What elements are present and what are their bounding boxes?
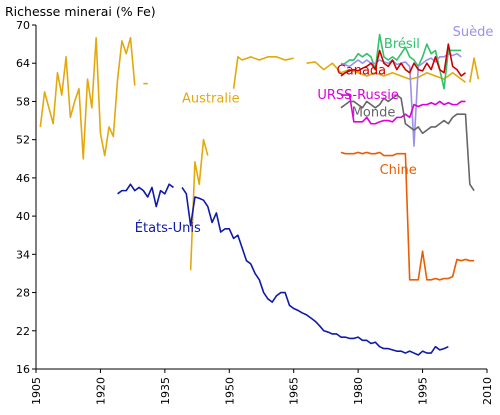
series-label-bresil: Brésil [384,37,420,52]
y-tick-label: 16 [16,363,30,376]
x-tick-label: 1920 [94,377,107,405]
series-label-monde: Monde [352,106,396,121]
series-canada [340,43,466,77]
series-line-segment [39,36,136,160]
y-axis-title: Richesse minerai (% Fe) [5,4,156,19]
series-label-chine: Chine [380,163,417,178]
x-tick-label: 1935 [159,377,172,405]
series-line-segment [340,151,475,281]
series-line-segment [340,33,462,90]
series-label-etats-unis: États-Unis [135,220,201,236]
x-tick-label: 2010 [481,377,494,405]
series-line-segment [189,138,209,271]
series-line-segment [340,43,466,77]
y-tick-label: 40 [16,210,30,223]
y-tick-label: 28 [16,287,30,300]
series-monde [340,94,475,192]
x-axis-ticks: 1905 1920 1935 1950 1965 1980 1995 2010 [30,369,494,405]
series-line-segment [306,61,466,83]
y-tick-label: 34 [16,248,30,261]
series-line-segment [340,52,462,147]
y-tick-label: 52 [16,134,30,147]
series-suede [340,52,462,147]
series-label-urss-russie: URSS-Russie [317,88,399,103]
x-tick-label: 1905 [30,377,43,405]
series-line-segment [469,57,480,83]
series-label-canada: Canada [337,64,386,79]
series-line-segment [232,56,294,89]
x-tick-label: 1950 [223,377,236,405]
series-labels: Australie États-Unis Brésil Suède Canada URSS… [135,25,494,236]
series-chine [340,151,475,281]
series-label-australie: Australie [182,92,240,107]
series-line-segment [117,183,174,208]
series-label-suede: Suède [453,25,494,40]
series-line-segment [340,94,475,192]
series-bresil [340,33,462,90]
y-tick-label: 46 [16,172,30,185]
y-tick-label: 64 [16,57,30,70]
y-tick-label: 22 [16,325,30,338]
y-tick-label: 58 [16,95,30,108]
x-tick-label: 1965 [288,377,301,405]
series-line-segment [181,186,449,356]
series-etats-unis [117,183,449,356]
x-tick-label: 1980 [352,377,365,405]
y-tick-label: 70 [16,19,30,32]
series-lines [39,33,480,356]
x-tick-label: 1995 [417,377,430,405]
series-australie [39,36,480,271]
y-axis-ticks: 16 22 28 34 40 46 52 58 64 70 [16,19,36,376]
